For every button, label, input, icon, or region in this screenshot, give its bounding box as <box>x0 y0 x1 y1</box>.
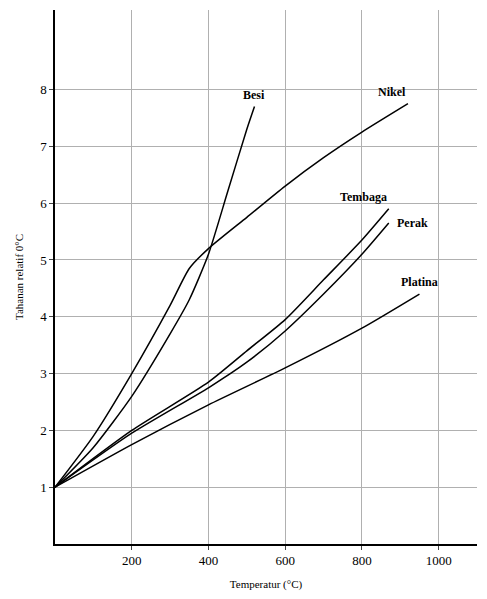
svg-text:Nikel: Nikel <box>378 85 406 99</box>
svg-text:Tembaga: Tembaga <box>340 190 387 204</box>
svg-text:400: 400 <box>199 553 219 568</box>
svg-text:Tahanan relatif 0°C: Tahanan relatif 0°C <box>13 234 25 320</box>
svg-text:6: 6 <box>40 196 47 211</box>
svg-text:8: 8 <box>40 82 47 97</box>
svg-text:3: 3 <box>40 366 47 381</box>
svg-text:7: 7 <box>40 139 47 154</box>
svg-text:Temperatur (°C): Temperatur (°C) <box>230 578 303 591</box>
svg-text:Besi: Besi <box>243 88 265 102</box>
svg-text:1000: 1000 <box>426 553 452 568</box>
svg-text:5: 5 <box>40 253 47 268</box>
svg-text:Platina: Platina <box>401 275 438 289</box>
svg-text:200: 200 <box>122 553 142 568</box>
svg-text:800: 800 <box>352 553 372 568</box>
svg-text:4: 4 <box>40 309 47 324</box>
svg-text:2: 2 <box>40 423 47 438</box>
svg-text:600: 600 <box>275 553 295 568</box>
svg-text:1: 1 <box>40 480 47 495</box>
svg-text:Perak: Perak <box>397 216 428 230</box>
